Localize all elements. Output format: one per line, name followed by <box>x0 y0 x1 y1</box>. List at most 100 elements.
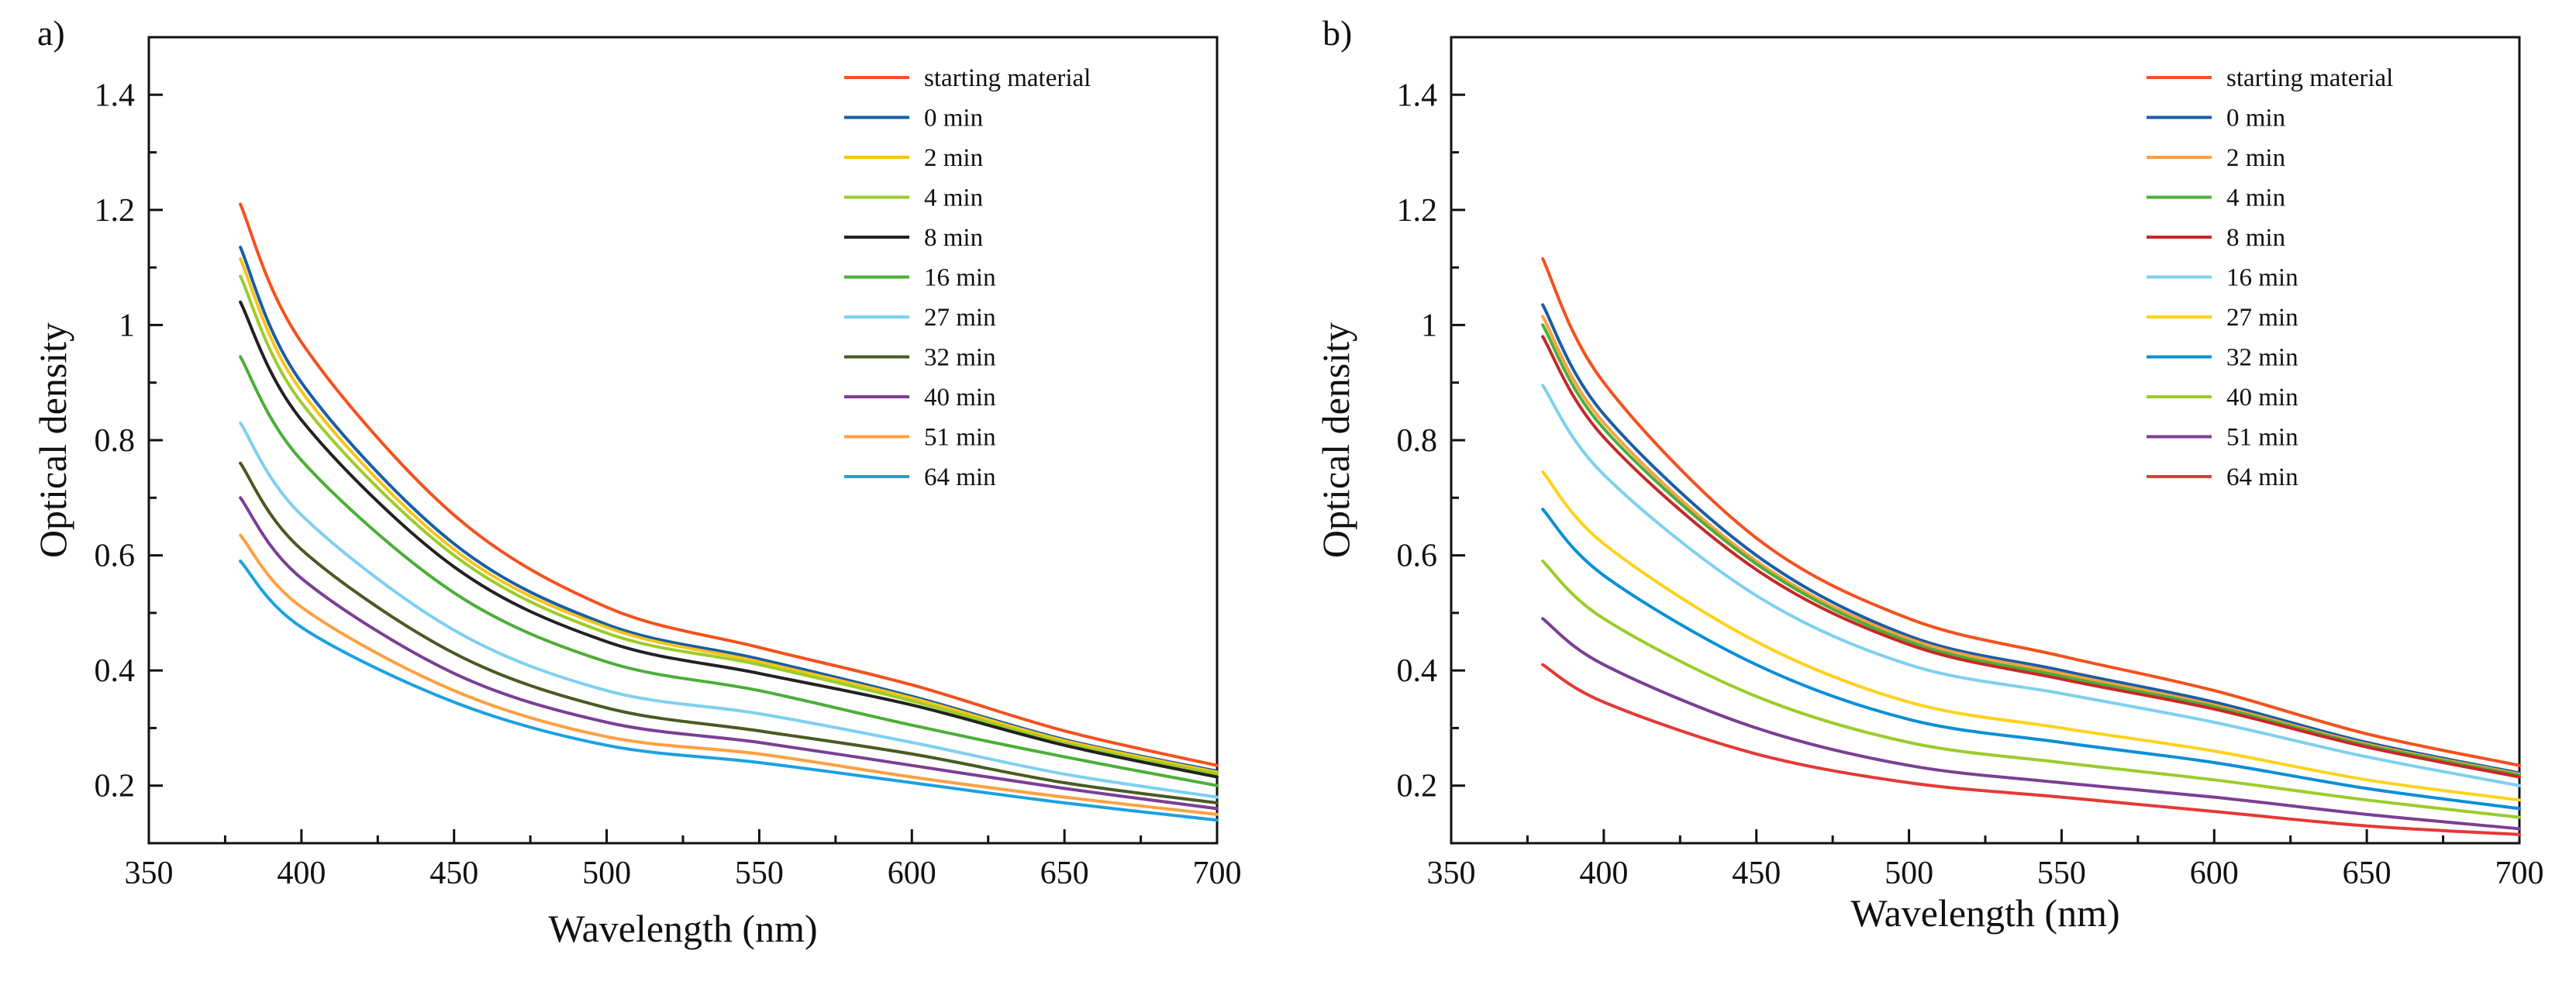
panel-a-label: a) <box>37 13 65 53</box>
x-tick-label: 600 <box>2190 856 2239 891</box>
series-line <box>1541 663 2521 836</box>
series-line <box>1541 257 2521 767</box>
legend-item: 16 min <box>844 264 996 292</box>
legend-item: starting material <box>2147 64 2393 92</box>
y-tick-label: 1.2 <box>95 193 136 229</box>
series-line <box>1541 323 2521 777</box>
series-line <box>1541 560 2521 819</box>
series-line <box>1541 508 2521 811</box>
legend-item: 64 min <box>2147 463 2298 491</box>
series-line <box>239 355 1219 787</box>
x-tick-label: 550 <box>2037 856 2086 891</box>
legend-label: 51 min <box>2226 424 2298 452</box>
y-tick-label: 1.4 <box>1397 77 1438 113</box>
legend-label: 8 min <box>2226 224 2285 252</box>
x-tick-label: 550 <box>735 856 784 891</box>
panel-a-series <box>239 202 1219 822</box>
x-tick-label: 500 <box>582 856 631 891</box>
x-tick-label: 700 <box>1193 856 1242 891</box>
x-tick-label: 600 <box>888 856 936 891</box>
y-tick-label: 0.6 <box>95 539 136 574</box>
legend-item: 40 min <box>844 384 996 412</box>
panel-a-x-axis-title: Wavelength (nm) <box>548 907 817 950</box>
legend-item: 16 min <box>2147 264 2298 292</box>
series-line <box>239 560 1219 822</box>
y-tick-label: 0.4 <box>95 653 136 689</box>
legend-label: 4 min <box>924 184 983 212</box>
legend-label: 2 min <box>2226 144 2285 172</box>
legend-item: 2 min <box>844 144 983 172</box>
legend-item: 4 min <box>2147 184 2285 212</box>
legend-item: 2 min <box>2147 144 2285 172</box>
legend-label: 27 min <box>924 304 996 332</box>
series-line <box>1541 470 2521 802</box>
series-line <box>239 202 1219 767</box>
legend-label: 32 min <box>924 344 996 372</box>
x-tick-label: 450 <box>429 856 478 891</box>
legend-label: starting material <box>2226 64 2393 92</box>
y-tick-label: 0.8 <box>1397 423 1438 459</box>
legend-label: 8 min <box>924 224 983 252</box>
x-tick-label: 500 <box>1885 856 1933 891</box>
panel-a-legend: starting material 0 min 2 min 4 min 8 min 16 … <box>844 64 1091 491</box>
series-line <box>239 300 1219 779</box>
x-tick-label: 400 <box>1579 856 1628 891</box>
legend-item: 64 min <box>844 463 996 491</box>
legend-item: 0 min <box>2147 105 2285 133</box>
series-line <box>239 496 1219 811</box>
series-line <box>239 461 1219 804</box>
legend-label: 32 min <box>2226 344 2298 372</box>
legend-label: 0 min <box>924 105 983 133</box>
panel-a-ticks: 350 400 450 500 550 600 650 700 0.2 0.4 0.6 0.8 1 1.2… <box>95 77 1242 891</box>
legend-item: 4 min <box>844 184 983 212</box>
y-tick-label: 0.2 <box>95 769 136 804</box>
series-line <box>1541 335 2521 779</box>
legend-item: 27 min <box>844 304 996 332</box>
legend-label: 2 min <box>924 144 983 172</box>
legend-item: starting material <box>844 64 1091 92</box>
x-tick-label: 350 <box>1427 856 1476 891</box>
panel-b-x-axis-title: Wavelength (nm) <box>1850 891 2119 935</box>
x-tick-label: 400 <box>277 856 326 891</box>
legend-label: 16 min <box>2226 264 2298 292</box>
series-line <box>239 257 1219 774</box>
panel-b-ticks: 350 400 450 500 550 600 650 700 0.2 0.4 0.6 0.8 1 1.2… <box>1397 77 2544 891</box>
legend-item: 0 min <box>844 105 983 133</box>
legend-item: 32 min <box>844 344 996 372</box>
legend-label: 16 min <box>924 264 996 292</box>
legend-label: 27 min <box>2226 304 2298 332</box>
series-line <box>1541 617 2521 831</box>
panel-b-series <box>1541 257 2521 836</box>
legend-label: 51 min <box>924 424 996 452</box>
series-line <box>239 421 1219 799</box>
legend-item: 27 min <box>2147 304 2298 332</box>
x-tick-label: 650 <box>2343 856 2392 891</box>
y-tick-label: 1 <box>1421 308 1437 343</box>
series-line <box>239 533 1219 816</box>
series-line <box>1541 303 2521 775</box>
x-tick-label: 450 <box>1732 856 1781 891</box>
legend-item: 51 min <box>2147 424 2298 452</box>
legend-item: 40 min <box>2147 384 2298 412</box>
y-tick-label: 0.8 <box>95 423 136 459</box>
y-tick-label: 0.6 <box>1397 539 1438 574</box>
legend-label: 40 min <box>924 384 996 412</box>
legend-item: 8 min <box>2147 224 2285 252</box>
x-tick-label: 350 <box>125 856 174 891</box>
legend-item: 32 min <box>2147 344 2298 372</box>
panel-a-y-axis-title: Optical density <box>31 322 74 558</box>
legend-label: 0 min <box>2226 105 2285 133</box>
series-line <box>1541 384 2521 787</box>
panel-b: b) 350 400 450 500 550 600 650 700 0.2 0.4 0.6 0.8 1… <box>1314 13 2544 935</box>
legend-label: starting material <box>924 64 1091 92</box>
panel-b-legend: starting material 0 min 2 min 4 min 8 min 16 … <box>2147 64 2393 491</box>
y-tick-label: 0.4 <box>1397 653 1438 689</box>
legend-item: 51 min <box>844 424 996 452</box>
y-tick-label: 1.2 <box>1397 193 1438 229</box>
y-tick-label: 1 <box>119 308 135 343</box>
legend-label: 40 min <box>2226 384 2298 412</box>
legend-label: 4 min <box>2226 184 2285 212</box>
panel-a: a) 350 400 450 500 550 600 650 700 0.2 0.4 0.6 0.8 1… <box>31 13 1242 950</box>
